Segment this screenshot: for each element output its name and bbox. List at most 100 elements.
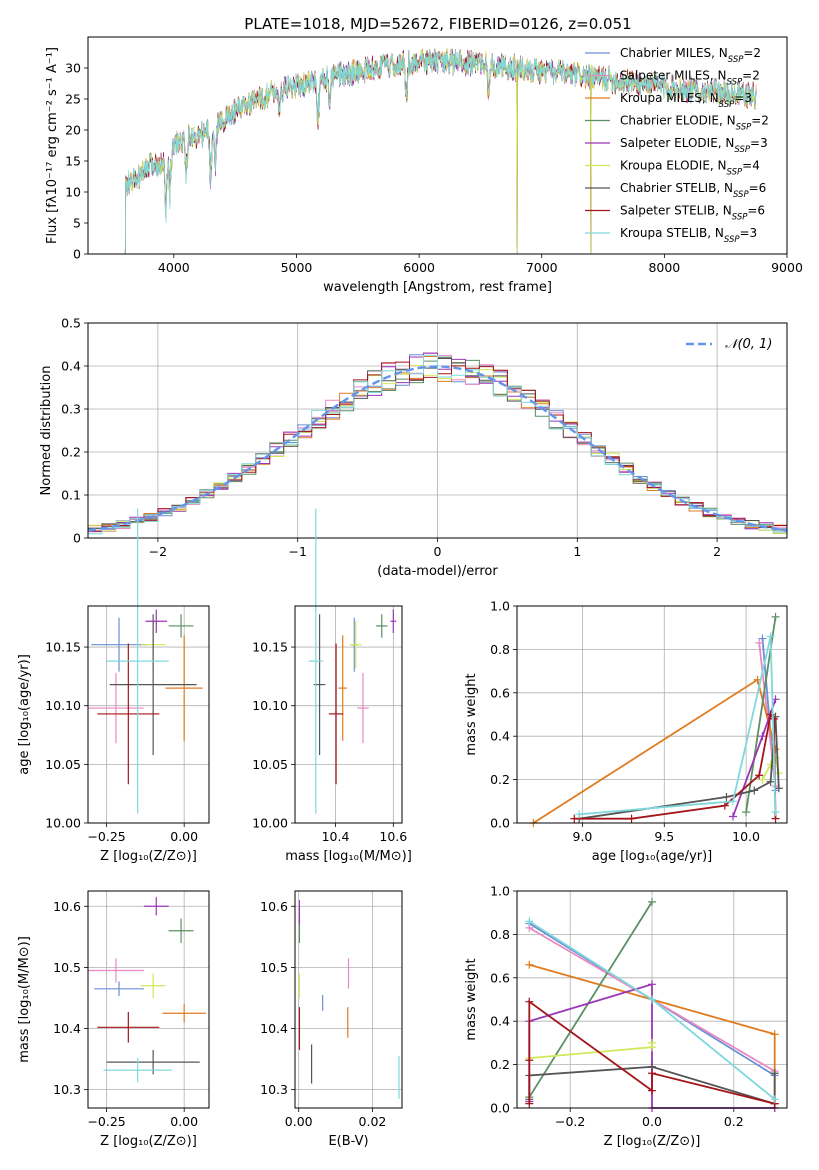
axes-mass_vs_z: −0.25 0.00 10.3 10.4 10.5 10.6 Z [log₁₀(Z/Z⊙)]… [17,891,209,1149]
weight-marker-kroupa_miles [525,960,534,969]
weight-marker-kroupa_stelib [729,797,737,806]
weight-marker-salpeter_elodie [758,732,767,741]
axes-mass_vs_ebv: 0.00 0.02 10.3 10.4 10.5 10.6 E(B-V) [260,891,402,1149]
x-tick-label: 9000 [771,260,803,275]
weight-marker-kroupa_stelib [648,995,656,1004]
x-tick-label: 0.00 [170,829,198,844]
y-tick-label: 10.05 [45,757,81,772]
weight-marker-chabrier_elodie [771,612,780,621]
x-tick-label: 0.2 [724,1114,744,1129]
legend-label: Kroupa ELODIE, NSSP=4 [620,159,760,178]
y-axis-label: Flux [fλ10⁻¹⁷ erg cm⁻² s⁻¹ A⁻¹] [45,47,60,244]
legend-label-sub: SSP [736,123,752,133]
age_vs_z-frame [87,605,210,824]
y-tick-label: 5 [73,216,81,231]
x-tick-label: 8000 [648,260,680,275]
x-tick-label: −0.2 [555,1114,585,1129]
legend-label: Chabrier ELODIE, NSSP=2 [620,114,769,133]
y-tick-label: 10.10 [252,698,288,713]
weight-marker-salpeter_stelib [570,814,579,823]
y-tick-label: 0.4 [490,1014,510,1029]
y-tick-label: 0.0 [490,1101,510,1116]
legend-label-nssp: =6 [747,204,765,218]
legend-label-sub: SSP [728,55,744,65]
legend-label-text: Chabrier ELODIE, N [620,114,736,128]
x-axis-label: (data-model)/error [377,564,498,579]
x-tick-label: 0.00 [170,1114,198,1129]
x-axis-label: Z [log₁₀(Z/Z⊙)] [100,849,197,864]
legend-label-text: Salpeter ELODIE, N [620,136,734,150]
x-tick-label: 5000 [281,260,313,275]
y-tick-label: 1.0 [490,884,510,899]
legend-label-nssp: =2 [742,69,760,83]
y-tick-label: 0.5 [61,316,81,331]
y-tick-label: 0.1 [61,488,81,503]
weight-marker-kroupa_stelib [771,808,780,817]
spectrum-line-kroupa_stelib [124,49,757,254]
weight-line-kroupa_stelib [579,636,777,816]
weight-marker-chabrier_elodie [742,808,751,817]
y-tick-label: 10.5 [260,960,288,975]
y-tick-label: 0.3 [61,402,81,417]
y-tick-label: 10.3 [53,1082,81,1097]
weight-marker-salpeter_stelib [627,814,636,823]
weight-marker-chabrier_stelib [766,777,775,786]
y-axis-label: age [log₁₀(age/yr)] [17,654,32,775]
weight-marker-salpeter_stelib [720,801,729,810]
weight-marker-salpeter_stelib [525,1099,534,1108]
x-tick-label: −0.25 [87,829,125,844]
legend-label: Chabrier MILES, NSSP=2 [620,46,761,65]
y-tick-label: 10.05 [252,757,288,772]
y-tick-label: 20 [65,123,81,138]
y-tick-label: 0.2 [490,1057,510,1072]
x-tick-label: −2 [149,544,167,559]
y-tick-label: 25 [65,92,81,107]
y-tick-label: 10.10 [45,698,81,713]
y-tick-label: 15 [65,154,81,169]
weight_vs_z-frame [516,890,788,1109]
spectrum-frame [87,36,788,255]
y-tick-label: 10.4 [53,1021,81,1036]
histogram-kroupa_stelib [87,354,787,538]
x-tick-label: −0.25 [87,1114,125,1129]
x-axis-label: age [log₁₀(age/yr)] [592,849,713,864]
y-tick-label: 10.4 [260,1021,288,1036]
legend-label-nssp: =2 [743,46,761,60]
x-tick-label: 0.00 [285,1114,313,1129]
x-tick-label: 6000 [403,260,435,275]
x-tick-label: 10.4 [322,829,350,844]
normal-curve [87,365,788,532]
weight-marker-salpeter_stelib [648,1086,656,1095]
legend-label: Salpeter MILES, NSSP=2 [620,69,760,88]
legend-label-text: Salpeter MILES, N [620,69,727,83]
y-tick-label: 0.2 [490,772,510,787]
x-axis-label: Z [log₁₀(Z/Z⊙)] [100,1134,197,1149]
y-tick-label: 10.6 [53,899,81,914]
y-tick-label: 0.8 [490,642,510,657]
age_vs_mass-frame [294,605,403,824]
x-tick-label: 9.5 [654,829,674,844]
legend-label-sub: SSP [727,168,743,178]
weight-marker-salpeter_stelib [648,1069,656,1078]
y-tick-label: 0.4 [61,359,81,374]
weight-marker-kroupa_stelib [575,810,584,819]
x-axis-label: wavelength [Angstrom, rest frame] [323,280,552,295]
normal-legend-label: 𝒩(0, 1) [725,337,772,352]
legend-label-nssp: =2 [751,114,769,128]
x-tick-label: 0 [434,544,442,559]
weight-marker-chabrier_stelib [722,792,731,801]
mass_vs_z-frame [87,890,210,1109]
y-axis-label: mass weight [464,673,479,755]
legend-label-nssp: =6 [749,181,767,195]
legend-label: Kroupa STELIB, NSSP=3 [620,226,757,245]
x-tick-label: 10.0 [732,829,760,844]
weight-marker-salpeter_stelib [755,771,764,780]
weight-marker-salpeter_elodie [729,812,737,821]
weight-marker-kroupa_miles [770,1030,779,1039]
legend-label-nssp: =3 [734,91,752,105]
y-tick-label: 10.3 [260,1082,288,1097]
x-tick-label: 0.0 [642,1114,662,1129]
residuals-frame [87,322,788,539]
legend-label-nssp: =3 [740,226,758,240]
